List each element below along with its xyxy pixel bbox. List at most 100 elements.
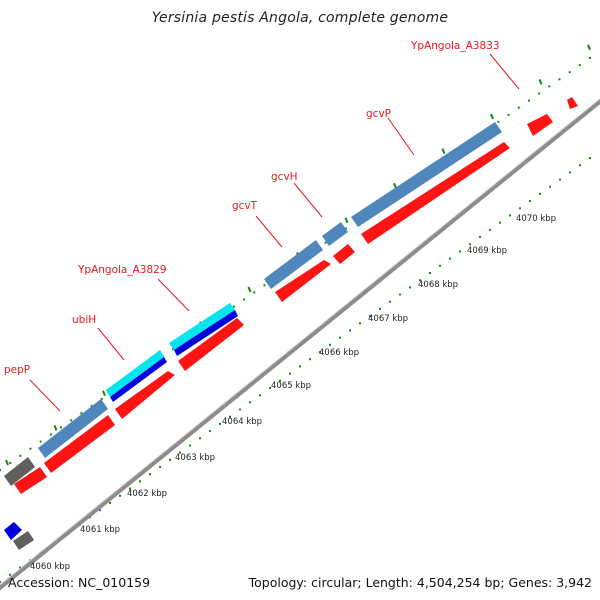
gene-label-gcvP[interactable]: gcvP <box>366 108 391 120</box>
tick-dot <box>529 200 531 203</box>
callout-line <box>97 327 125 361</box>
tick-mark <box>247 286 252 293</box>
tick-dot <box>9 573 11 576</box>
tick-dot <box>324 241 327 244</box>
tick-mark <box>538 79 543 85</box>
gene-label-ubiH[interactable]: ubiH <box>72 314 96 326</box>
callout-line <box>293 182 323 218</box>
inner-tick-ring <box>0 157 591 583</box>
gene-label-ypangola-a3829[interactable]: YpAngola_A3829 <box>77 264 167 276</box>
genome-stats: Topology: circular; Length: 4,504,254 bp… <box>248 575 592 590</box>
gene-feature[interactable] <box>14 467 47 494</box>
tick-dot <box>19 454 22 457</box>
tick-dot <box>389 300 391 303</box>
forward-strand-lane <box>4 122 502 550</box>
gene-feature[interactable] <box>527 114 553 136</box>
tick-dot <box>109 501 111 504</box>
gene-feature[interactable] <box>106 350 164 397</box>
tick-dot <box>528 99 530 102</box>
tick-dot <box>149 473 151 476</box>
gene-feature[interactable] <box>44 415 115 473</box>
gene-feature[interactable] <box>174 310 238 356</box>
gene-label-ypangola-a3833[interactable]: YpAngola_A3833 <box>410 40 500 52</box>
gene-feature[interactable] <box>351 122 502 227</box>
scale-label: 4069 kbp <box>467 246 507 256</box>
tick-dot <box>578 64 581 67</box>
gene-feature[interactable] <box>13 531 34 550</box>
genome-backbone <box>0 99 600 591</box>
tick-mark <box>587 44 591 51</box>
tick-dot <box>499 221 501 224</box>
tick-dot <box>259 394 261 397</box>
tick-dot <box>339 336 341 339</box>
gene-feature[interactable] <box>333 244 355 264</box>
gene-feature[interactable] <box>110 357 167 402</box>
tick-dot <box>219 422 221 425</box>
gene-feature[interactable] <box>169 303 235 350</box>
gene-feature[interactable] <box>322 222 348 246</box>
scale-label: 4065 kbp <box>271 381 311 391</box>
accession-label: Accession: NC_010159 <box>8 575 151 590</box>
gene-feature[interactable] <box>361 142 510 244</box>
tick-dot <box>299 365 301 368</box>
gene-feature[interactable] <box>4 522 22 540</box>
scale-label: 4061 kbp <box>80 525 120 535</box>
tick-mark <box>393 182 397 189</box>
scale-label: 4064 kbp <box>222 417 262 427</box>
tick-dot <box>497 120 500 123</box>
gene-feature[interactable] <box>567 97 578 109</box>
tick-dot <box>489 228 491 231</box>
gene-feature[interactable] <box>178 318 244 371</box>
tick-dot <box>517 106 520 109</box>
tick-dot <box>60 426 62 429</box>
tick-mark <box>102 390 106 397</box>
tick-dot <box>39 440 42 443</box>
tick-dot <box>80 412 83 415</box>
tick-dot <box>507 113 510 116</box>
tick-dot <box>243 298 246 301</box>
tick-dot <box>589 57 591 59</box>
callout-line <box>387 117 415 156</box>
gene-feature[interactable] <box>264 240 323 289</box>
tick-dot <box>171 348 174 351</box>
gene-feature[interactable] <box>38 399 108 458</box>
scale-label: 4068 kbp <box>418 280 458 290</box>
tick-dot <box>233 305 235 308</box>
scale-label: 4067 kbp <box>368 314 408 324</box>
tick-dot <box>319 351 321 353</box>
gene-feature[interactable] <box>4 457 35 486</box>
gene-label-gcvH[interactable]: gcvH <box>271 171 298 183</box>
scale-label: 4066 kbp <box>319 348 359 358</box>
tick-dot <box>359 322 361 325</box>
tick-dot <box>479 236 481 239</box>
tick-dot <box>19 566 21 569</box>
callout-line <box>489 53 520 90</box>
scale-label: 4060 kbp <box>30 562 70 572</box>
tick-dot <box>429 272 431 274</box>
tick-dot <box>169 458 171 461</box>
callout-line <box>157 278 190 312</box>
tick-dot <box>90 405 93 408</box>
tick-dot <box>509 214 511 217</box>
tick-dot <box>399 293 401 296</box>
scale-label: 4063 kbp <box>175 453 215 463</box>
tick-dot <box>0 581 1 583</box>
gene-feature[interactable] <box>275 260 331 302</box>
tick-dot <box>329 343 331 346</box>
tick-dot <box>49 433 52 436</box>
gene-feature[interactable] <box>115 371 175 419</box>
tick-dot <box>559 178 561 181</box>
tick-dot <box>249 401 251 404</box>
tick-dot <box>70 419 73 422</box>
tick-dot <box>549 185 551 188</box>
gene-label-gcvT[interactable]: gcvT <box>232 200 258 212</box>
callout-line <box>255 215 283 248</box>
gene-label-pepP[interactable]: pepP <box>4 364 30 376</box>
tick-dot <box>519 207 521 210</box>
tick-dot <box>538 92 541 95</box>
tick-dot <box>469 243 471 246</box>
tick-dot <box>439 264 441 267</box>
tick-dot <box>159 466 161 468</box>
tick-dot <box>548 85 551 88</box>
